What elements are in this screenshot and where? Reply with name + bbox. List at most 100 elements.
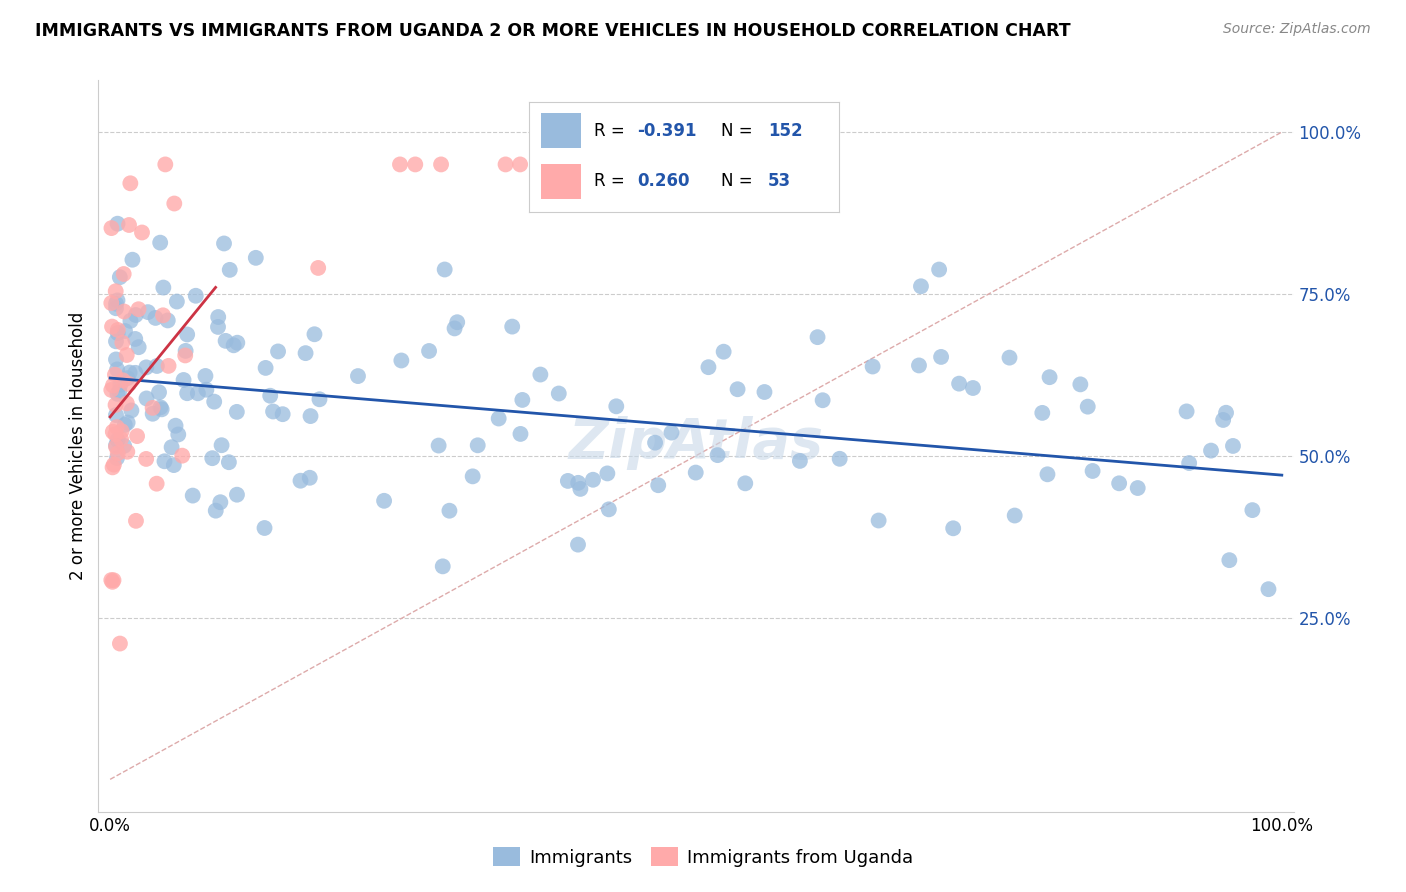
Point <box>209 495 232 509</box>
Point <box>294 346 316 360</box>
Y-axis label: 2 or more Vehicles in Household: 2 or more Vehicles in Household <box>69 312 87 580</box>
Point <box>114 417 136 432</box>
Point <box>148 385 170 400</box>
Point <box>105 438 128 452</box>
Point <box>157 359 180 373</box>
Point <box>117 444 139 458</box>
Point <box>1036 467 1059 482</box>
Point <box>218 455 240 469</box>
Point <box>347 369 370 384</box>
Point <box>214 334 236 348</box>
Point <box>101 574 124 589</box>
Point <box>1038 370 1060 384</box>
Point <box>105 297 128 311</box>
Point <box>495 157 517 171</box>
Point <box>430 157 453 171</box>
Point <box>104 284 127 298</box>
Point <box>596 467 619 481</box>
Point <box>111 373 134 387</box>
Point <box>107 386 129 401</box>
Point <box>547 386 569 401</box>
Point <box>467 438 489 452</box>
Point <box>135 360 157 375</box>
Point <box>104 398 127 412</box>
Point <box>195 383 218 397</box>
Point <box>598 502 620 516</box>
Point <box>1178 456 1201 470</box>
Point <box>1175 404 1198 418</box>
Point <box>446 315 468 329</box>
Point <box>135 451 157 466</box>
Point <box>910 279 932 293</box>
Point <box>181 489 204 503</box>
Point <box>105 301 128 316</box>
Point <box>111 335 134 350</box>
Point <box>811 393 834 408</box>
Point <box>259 389 281 403</box>
Point <box>101 425 124 439</box>
Point <box>204 503 226 517</box>
Point <box>118 366 141 380</box>
Point <box>211 438 233 452</box>
Point <box>253 521 276 535</box>
Point <box>557 474 579 488</box>
Point <box>439 504 461 518</box>
Point <box>112 267 135 281</box>
Point <box>103 573 125 587</box>
Point <box>569 482 592 496</box>
Point <box>226 488 249 502</box>
Point <box>647 478 669 492</box>
Point <box>105 352 128 367</box>
Point <box>174 348 197 362</box>
Point <box>222 338 245 352</box>
Point <box>107 293 129 308</box>
Point <box>120 403 142 417</box>
Point <box>114 324 136 338</box>
Point <box>160 440 183 454</box>
Point <box>125 429 148 443</box>
Point <box>509 426 531 441</box>
Point <box>582 473 605 487</box>
Point <box>104 368 127 382</box>
Point <box>152 280 174 294</box>
Point <box>105 362 128 376</box>
Point <box>108 270 131 285</box>
Point <box>567 538 589 552</box>
Point <box>117 371 139 385</box>
Point <box>1004 508 1026 523</box>
Point <box>754 384 776 399</box>
Point <box>299 409 322 423</box>
Point <box>111 424 134 438</box>
Point <box>271 407 294 421</box>
Point <box>1215 406 1237 420</box>
Point <box>173 373 195 387</box>
Point <box>304 327 326 342</box>
Point <box>254 360 277 375</box>
Point <box>226 335 249 350</box>
Point <box>105 408 128 422</box>
Point <box>142 407 165 421</box>
Point <box>108 384 131 399</box>
Point <box>100 383 122 397</box>
Point <box>461 469 484 483</box>
Point <box>194 368 217 383</box>
Point <box>201 451 224 466</box>
Point <box>962 381 984 395</box>
Point <box>427 439 450 453</box>
Point <box>136 305 159 319</box>
Point <box>120 176 142 190</box>
Point <box>105 451 128 466</box>
Point <box>100 221 122 235</box>
Point <box>156 313 179 327</box>
Point <box>290 474 312 488</box>
Point <box>176 386 198 401</box>
Point <box>388 157 411 171</box>
Point <box>862 359 884 374</box>
Point <box>167 427 190 442</box>
Point <box>110 432 132 446</box>
Point <box>307 260 329 275</box>
Point <box>165 418 187 433</box>
Point <box>187 386 209 401</box>
Point <box>105 440 128 454</box>
Point <box>501 319 523 334</box>
